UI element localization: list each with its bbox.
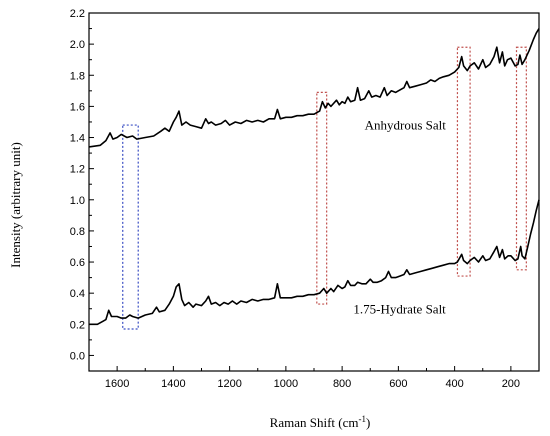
highlight-box-4 [515,46,527,271]
y-tick-label: 2.2 [70,8,85,20]
y-tick-label: 0.4 [70,288,85,300]
y-tick-label: 1.8 [70,70,85,82]
highlight-box-2 [316,91,328,305]
y-tick-label: 0.2 [70,319,85,331]
y-tick-label: 0.6 [70,257,85,269]
x-axis-ticks: 1600 1400 1200 1000 800 600 400 200 [88,366,540,390]
x-axis-label: Raman Shift (cm-1) [270,414,371,430]
plot-area: Anhydrous Salt 1.75-Hydrate Salt [88,12,540,372]
y-tick-label: 1.6 [70,101,85,113]
highlight-box-1 [122,124,139,330]
x-axis-label-sup: -1 [358,414,366,424]
highlight-box-3 [456,46,471,277]
y-tick-label: 1.4 [70,133,85,145]
y-tick-label: 1.2 [70,164,85,176]
y-tick-label: 0.8 [70,226,85,238]
x-tick-label: 400 [445,378,463,390]
y-axis-label: Intensity (arbitrary unit) [8,142,23,268]
x-tick-label: 1200 [217,378,241,390]
series-line-anhydrous-salt [88,28,540,148]
x-tick-label: 1000 [274,378,298,390]
series-annotation-1: Anhydrous Salt [365,118,447,133]
x-tick-label: 1600 [105,378,129,390]
y-tick-label: 2.0 [70,39,85,51]
plot-frame [88,12,540,372]
y-tick-label: 1.0 [70,195,85,207]
x-tick-label: 200 [502,378,520,390]
x-tick-label: 600 [389,378,407,390]
x-tick-label: 800 [333,378,351,390]
series-line-hydrate-salt [89,199,540,326]
x-axis-label-main: Raman Shift (cm [270,415,359,430]
y-tick-label: 0.0 [70,350,85,362]
x-tick-label: 1400 [161,378,185,390]
x-axis-label-end: ) [366,415,370,430]
series-annotation-2: 1.75-Hydrate Salt [353,301,446,316]
y-axis-ticks: 0.0 0.2 0.4 0.6 0.8 1.0 1.2 1.4 1.6 1.8 2.0 2.2 [70,8,94,362]
